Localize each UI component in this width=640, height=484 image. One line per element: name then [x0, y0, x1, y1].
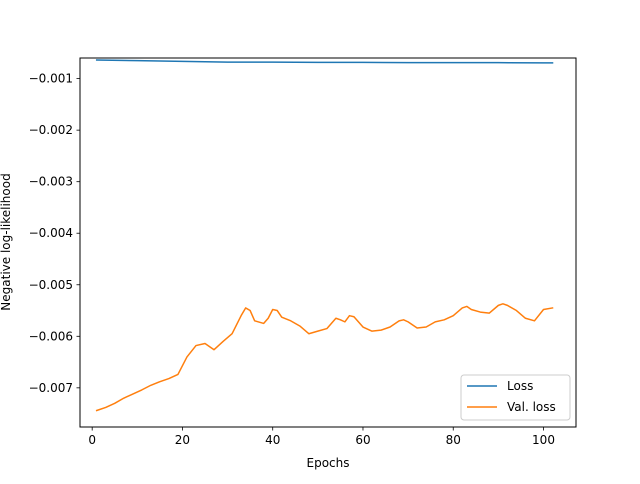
- legend-label-loss: Loss: [507, 379, 533, 393]
- y-tick-label: −0.006: [29, 329, 73, 343]
- x-axis-label: Epochs: [307, 456, 350, 470]
- y-tick-label: −0.004: [29, 226, 73, 240]
- y-tick-label: −0.001: [29, 72, 73, 86]
- y-tick-label: −0.003: [29, 175, 73, 189]
- y-axis-label: Negative log-likelihood: [0, 173, 13, 310]
- legend: Loss Val. loss: [460, 374, 571, 421]
- x-tick-label: 100: [532, 433, 555, 447]
- series-line-loss: [95, 59, 554, 64]
- x-tick-label: 60: [355, 433, 370, 447]
- y-tick-label: −0.007: [29, 381, 73, 395]
- x-tick-label: 0: [88, 433, 96, 447]
- series-line-val-loss: [95, 303, 554, 412]
- plot-area: [80, 58, 576, 427]
- x-tick-label: 20: [175, 433, 190, 447]
- x-tick-label: 40: [265, 433, 280, 447]
- plot-frame: [79, 57, 577, 428]
- legend-label-val-loss: Val. loss: [507, 400, 556, 414]
- x-axis-ticks: 0 20 40 60 80 100: [88, 427, 555, 447]
- series-layer: [95, 59, 554, 412]
- y-tick-label: −0.005: [29, 278, 73, 292]
- y-axis-ticks: −0.001 −0.002 −0.003 −0.004 −0.005 −0.006 −0.0…: [29, 72, 80, 395]
- y-tick-label: −0.002: [29, 123, 73, 137]
- x-tick-label: 80: [446, 433, 461, 447]
